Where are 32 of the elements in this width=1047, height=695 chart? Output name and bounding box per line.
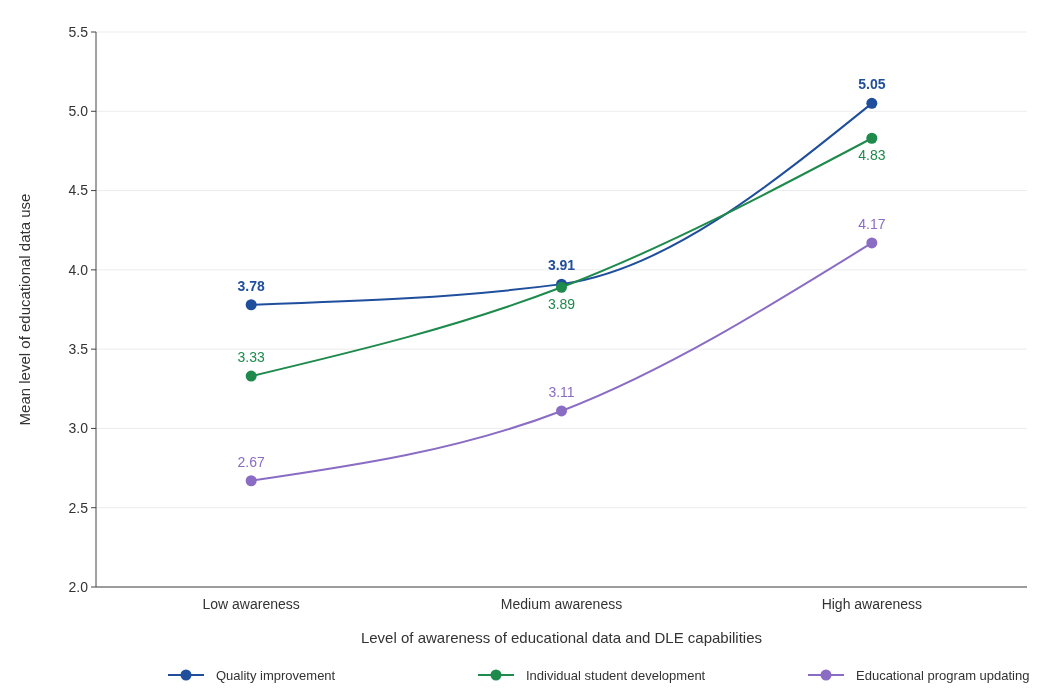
point bbox=[866, 237, 878, 249]
point bbox=[245, 370, 257, 382]
data-label: 3.91 bbox=[547, 257, 576, 274]
x-tick-label: Medium awareness bbox=[500, 596, 623, 612]
y-axis-title: Mean level of educational data use bbox=[16, 193, 33, 426]
y-tick-label: 2.5 bbox=[68, 499, 89, 516]
y-tick-label: 5.0 bbox=[68, 103, 89, 120]
data-label: 3.33 bbox=[237, 349, 265, 366]
y-tick-label: 3.5 bbox=[68, 341, 89, 358]
y-tick-label: 4.5 bbox=[68, 182, 89, 199]
point bbox=[866, 132, 878, 144]
data-label: 2.67 bbox=[237, 453, 265, 470]
x-axis-title: Level of awareness of educational data and DLE capabilities bbox=[360, 629, 763, 646]
data-label: 4.83 bbox=[858, 147, 886, 164]
point bbox=[245, 475, 257, 487]
data-label: 5.05 bbox=[858, 76, 886, 93]
point bbox=[245, 299, 257, 311]
data-label: 3.78 bbox=[237, 277, 265, 294]
data-label: 3.89 bbox=[547, 296, 576, 313]
y-tick-label: 4.0 bbox=[68, 261, 89, 278]
y-tick-label: 2.0 bbox=[68, 578, 89, 595]
legend-label: Quality improvement bbox=[216, 667, 336, 683]
point bbox=[556, 405, 567, 417]
legend-label: Educational program updating bbox=[856, 667, 1030, 683]
y-tick-label: 5.5 bbox=[68, 23, 89, 40]
point bbox=[866, 97, 878, 109]
legend-label: Individual student development bbox=[526, 667, 706, 683]
y-tick-label: 3.0 bbox=[68, 420, 89, 437]
data-label: 4.17 bbox=[858, 215, 886, 232]
x-tick-label: Low awareness bbox=[202, 596, 300, 612]
x-tick-label: High awareness bbox=[821, 596, 923, 612]
data-label: 3.11 bbox=[548, 383, 575, 400]
